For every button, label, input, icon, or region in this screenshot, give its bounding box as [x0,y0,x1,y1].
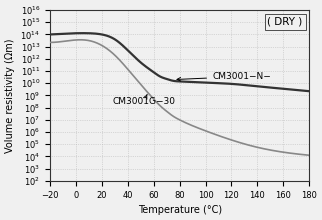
Text: ( DRY ): ( DRY ) [268,17,303,27]
Text: CM3001G−30: CM3001G−30 [112,94,175,106]
X-axis label: Temperature (°C): Temperature (°C) [137,205,222,215]
Y-axis label: Volume resistivity (Ωm): Volume resistivity (Ωm) [5,38,15,153]
Text: CM3001−N−: CM3001−N− [177,72,271,81]
